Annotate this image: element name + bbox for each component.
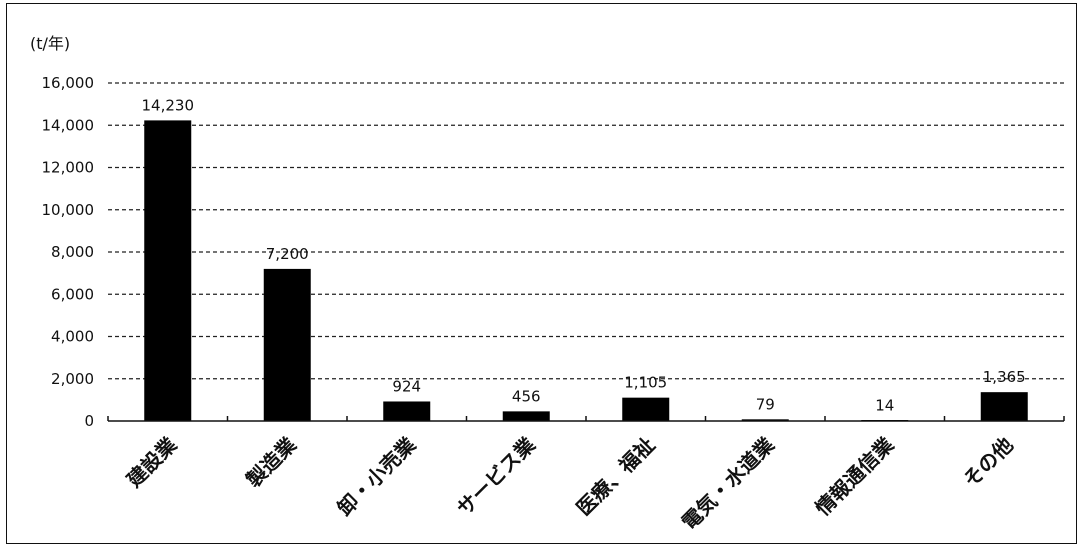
category-label: サービス業 <box>452 432 540 520</box>
category-label: 建設業 <box>122 432 182 492</box>
category-label: 卸・小売業 <box>333 432 421 520</box>
y-tick-label: 16,000 <box>42 74 95 92</box>
y-axis-ticks: 0 2,000 4,000 6,000 8,000 10,000 12,000 14,000 1… <box>42 74 95 430</box>
y-tick-label: 12,000 <box>42 159 95 177</box>
bar <box>741 419 789 421</box>
category-label: 医療、福祉 <box>572 433 660 521</box>
y-tick-label: 10,000 <box>42 201 95 219</box>
category-label: 電気・水道業 <box>677 432 780 535</box>
y-tick-label: 14,000 <box>42 116 95 134</box>
bar <box>502 411 550 421</box>
category-labels: 建設業 製造業 卸・小売業 サービス業 医療、福祉 電気・水道業 情報通信業 その他 <box>122 432 1018 535</box>
bars <box>144 120 1028 422</box>
gridlines <box>108 82 1064 380</box>
bar <box>622 397 670 421</box>
data-label: 1,365 <box>983 368 1026 386</box>
data-label: 7,200 <box>266 245 309 263</box>
x-axis <box>107 416 1065 422</box>
bar <box>263 268 311 421</box>
data-label: 456 <box>512 387 541 405</box>
data-label: 14 <box>875 397 894 415</box>
y-tick-label: 2,000 <box>51 370 94 388</box>
y-tick-label: 4,000 <box>51 328 94 346</box>
data-labels: 14,230 7,200 924 456 1,105 79 14 1,365 <box>142 96 1026 414</box>
data-label: 14,230 <box>142 96 195 114</box>
data-label: 924 <box>392 377 421 395</box>
y-tick-label: 6,000 <box>51 285 94 303</box>
category-label: 情報通信業 <box>811 432 899 520</box>
category-label: その他 <box>958 433 1017 492</box>
bar <box>144 120 192 422</box>
category-label: 製造業 <box>241 432 301 492</box>
y-tick-label: 8,000 <box>51 243 94 261</box>
bar <box>383 401 431 421</box>
data-label: 79 <box>756 395 775 413</box>
y-tick-label: 0 <box>84 412 94 430</box>
data-label: 1,105 <box>624 374 667 392</box>
bar <box>980 392 1028 421</box>
y-axis-unit-label: (t/年) <box>30 34 70 53</box>
